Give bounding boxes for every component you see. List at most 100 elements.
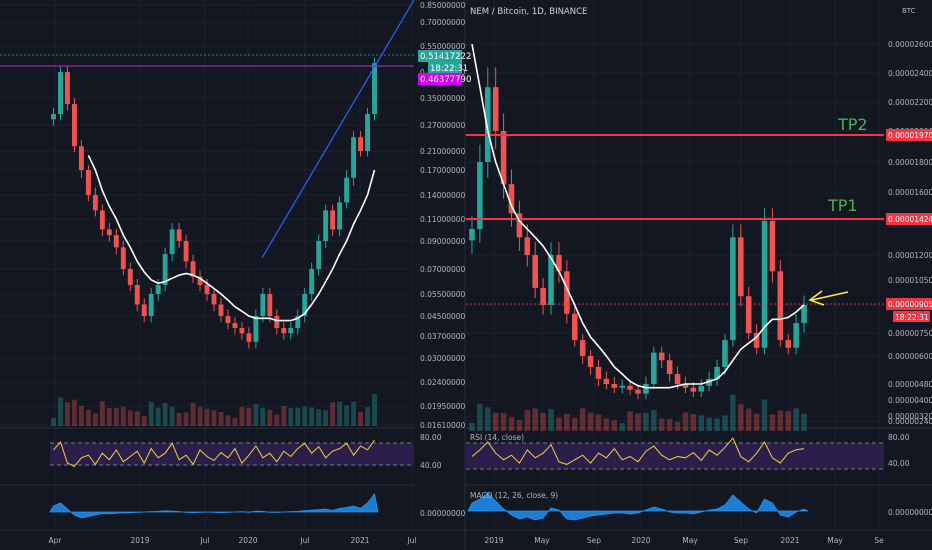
right-candle-body [738,237,744,297]
right-candle-body [469,229,475,241]
right-volume-bar [753,413,760,431]
right-price-tick: 0.00000400 [888,396,932,405]
left-price-tick: 0.70000000 [420,18,466,27]
right-volume-bar [674,421,681,431]
left-volume-bar [134,411,140,426]
svg-text:18:22:31: 18:22:31 [895,313,929,322]
right-candle-body [666,360,673,374]
left-price-tick: 0.03700000 [420,332,466,341]
right-candle-body [548,255,554,305]
right-volume-bar [508,417,515,431]
right-price-tick: 0.00002600 [888,40,932,49]
right-volume-bar [571,417,578,431]
right-candles [469,67,807,400]
right-volume-bar [635,413,641,431]
left-indicator-tick: 0.00000000 [420,509,466,518]
left-candle-body [351,137,357,178]
left-candle-body [197,276,203,285]
left-time-tick: 2019 [130,536,149,545]
left-volume-bar [106,408,112,426]
right-time-tick: Sep [587,536,601,545]
left-price-axis-area [414,0,466,550]
left-candle-body [134,284,140,305]
right-volume-bar [492,412,499,431]
time-axis: Apr 2019 Jul 2020 Jul 2021 Jul 2019 May Sep 2020 Ma… [49,536,885,545]
right-time-tick: 2019 [484,536,503,545]
right-candle-body [603,378,610,384]
left-candle-body [71,104,77,147]
right-price-tick: 0.00001050 [888,276,932,285]
right-candle-body [477,162,483,230]
left-volume-bar [316,409,322,426]
right-candle-body [706,378,712,386]
left-volume-bar [141,416,147,426]
right-volume-bar [619,423,625,431]
right-indicator-tick: 40.00 [888,459,910,468]
left-volume-bar [197,406,203,426]
right-candle-body [793,323,799,348]
left-candle-body [323,210,329,241]
left-rsi-band [50,443,414,465]
left-price-tick: 0.27000000 [420,121,466,130]
left-volume-bar [65,402,70,426]
right-price-tick: 0.00001600 [888,188,932,197]
right-candle-body [730,237,736,341]
left-candle-body [232,323,238,329]
right-macd-histogram [467,492,809,521]
left-candle-body [267,294,273,316]
right-volume-bar [564,413,570,431]
left-price-tag-horizontal: 0.46377790 [418,73,471,85]
left-candle-body [260,294,266,316]
right-price-tick: 0.00000480 [888,380,932,389]
left-volume-bar [92,413,98,426]
right-volume-bar [579,408,586,431]
right-price-tick: 0.00000750 [888,329,932,338]
countdown-price-tag: 18:22:31 [893,311,930,322]
right-candle-body [540,287,546,305]
svg-text:0.00001424: 0.00001424 [888,215,932,224]
left-volume-bar [127,410,133,426]
left-price-tick: 0.11000000 [420,215,466,224]
right-volume-bar [587,412,594,431]
left-candle-body [113,235,119,248]
right-rsi-band [466,443,884,469]
left-volume-bar [58,397,63,426]
right-volume-bar [643,412,649,431]
left-volume-bar [85,409,91,426]
left-candle-body [51,114,56,120]
left-volume-bar [281,406,287,426]
right-candle-body [627,385,633,390]
left-volume-bar [239,407,245,426]
left-candle-body [330,210,336,230]
left-indicator-tick: 80.00 [420,433,442,442]
left-candle-body [316,241,322,269]
right-candle-body [777,271,784,341]
right-candle-body [690,387,697,392]
right-candle-body [674,373,681,384]
left-time-tick: Jul [199,536,209,545]
right-price-tick: 0.00002200 [888,98,932,107]
right-time-tick: Sep [734,536,748,545]
left-volume-bars [51,394,377,426]
left-time-tick: 2021 [350,536,369,545]
left-volume-bar [344,405,350,426]
right-price-tick: 0.00001800 [888,158,932,167]
right-volume-bar [516,419,523,431]
left-candle-body [274,316,280,329]
right-time-tick: May [682,536,698,545]
right-volume-bar [698,415,705,431]
left-volume-bar [78,405,84,426]
left-volume-bar [120,406,126,426]
left-price-tick: 0.55000000 [420,42,466,51]
left-volume-bar [169,407,175,426]
left-indicator-tick: 40.00 [420,461,442,470]
right-volume-bar [658,418,665,431]
right-candle-body [524,237,531,255]
right-time-tick: 2021 [780,536,799,545]
right-volume-bar [651,409,657,431]
left-candle-body [169,229,175,255]
left-time-tick: Apr [49,536,63,545]
right-volume-bars [469,394,807,431]
right-candle-body [635,389,641,394]
right-price-tick: 0.00001200 [888,251,932,260]
